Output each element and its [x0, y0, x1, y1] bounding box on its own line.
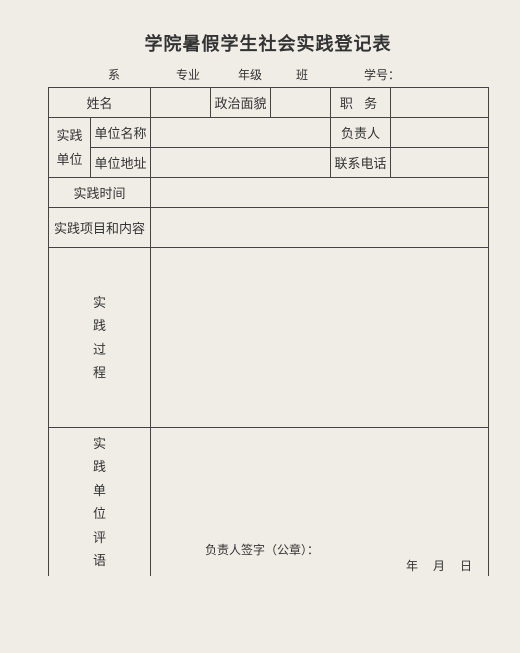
row-project-content: 实践项目和内容 [49, 208, 489, 248]
label-unit-addr: 单位地址 [91, 148, 151, 178]
label-person-in-charge: 负责人 [331, 118, 391, 148]
value-practice-time[interactable] [151, 178, 489, 208]
label-project-content: 实践项目和内容 [49, 208, 151, 248]
meta-dept: 系 [108, 66, 168, 83]
row-name: 姓名 政治面貌 职 务 [49, 88, 489, 118]
value-project-content[interactable] [151, 208, 489, 248]
label-position: 职 务 [331, 88, 391, 118]
meta-sid-label: 学号： [364, 66, 400, 83]
value-unit-name[interactable] [151, 118, 331, 148]
row-practice-time: 实践时间 [49, 178, 489, 208]
value-position[interactable] [391, 88, 489, 118]
value-contact[interactable] [391, 148, 489, 178]
value-process[interactable] [151, 248, 489, 428]
value-political[interactable] [271, 88, 331, 118]
value-unit-addr[interactable] [151, 148, 331, 178]
label-unit-comment: 实践单位评语 [49, 428, 151, 577]
label-process: 实践过程 [49, 248, 151, 428]
label-practice-time: 实践时间 [49, 178, 151, 208]
label-political: 政治面貌 [211, 88, 271, 118]
label-contact: 联系电话 [331, 148, 391, 178]
value-person-in-charge[interactable] [391, 118, 489, 148]
sign-label: 负责人签字（公章）： [205, 541, 319, 558]
meta-class: 班 [296, 66, 356, 83]
row-unit-addr: 单位地址 联系电话 [49, 148, 489, 178]
value-unit-comment[interactable]: 负责人签字（公章）： 年 月 日 [151, 428, 489, 577]
row-process: 实践过程 [49, 248, 489, 428]
meta-major: 专业 [176, 66, 230, 83]
meta-grade: 年级 [238, 66, 288, 83]
row-unit-comment: 实践单位评语 负责人签字（公章）： 年 月 日 [49, 428, 489, 577]
value-name[interactable] [151, 88, 211, 118]
row-unit-name: 实践单位 单位名称 负责人 [49, 118, 489, 148]
form-title: 学院暑假学生社会实践登记表 [48, 30, 488, 56]
label-name: 姓名 [49, 88, 151, 118]
form-table: 姓名 政治面貌 职 务 实践单位 单位名称 负责人 单位地址 联系电话 实践时间 [48, 87, 489, 576]
label-unit-name: 单位名称 [91, 118, 151, 148]
label-practice-unit: 实践单位 [49, 118, 91, 178]
date-label: 年 月 日 [406, 557, 478, 574]
form-page: 学院暑假学生社会实践登记表 系 专业 年级 班 学号： 姓名 政治面貌 职 务 [48, 30, 488, 576]
meta-row: 系 专业 年级 班 学号： [48, 66, 488, 83]
